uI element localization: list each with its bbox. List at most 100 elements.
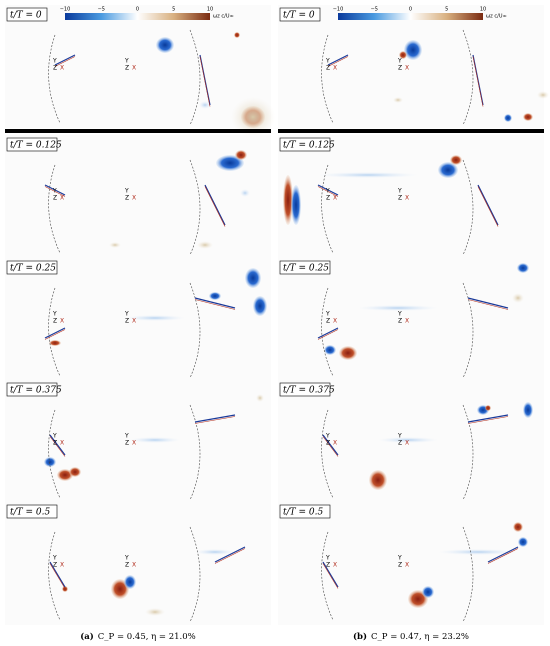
turbine-path: [321, 164, 334, 254]
axis-triad: X: [60, 195, 64, 202]
vortex: [399, 51, 407, 59]
foil-edge: [477, 186, 499, 227]
vortex: [62, 586, 68, 592]
panel-label: t/T = 0.125: [10, 141, 62, 151]
axis-triad: Y: [52, 433, 57, 440]
foil: [54, 54, 76, 66]
separator: [5, 129, 271, 133]
turbine-path: [189, 282, 201, 379]
turbine-path: [189, 29, 201, 126]
vortex: [513, 522, 523, 532]
axis-triad: Z: [398, 318, 402, 325]
colorbar-tick: 0: [136, 7, 139, 13]
colorbar-tick: −5: [98, 7, 105, 13]
axis-triad: Y: [325, 58, 330, 65]
vortex: [125, 315, 185, 321]
vortex: [512, 293, 524, 303]
foil-edge: [199, 56, 211, 107]
axis-triad: X: [60, 65, 64, 72]
axis-triad: Z: [326, 65, 330, 72]
axis-triad: X: [132, 318, 136, 325]
vortex: [283, 175, 293, 225]
vortex: [324, 345, 336, 355]
panel-label-box: [6, 504, 58, 519]
caption-text: C_P = 0.47, η = 23.2%: [371, 632, 469, 642]
vortex: [291, 185, 301, 225]
turbine-path: [462, 29, 474, 126]
axis-triad: X: [405, 562, 409, 569]
colorbar-tick: 5: [445, 7, 448, 13]
caption-label: (a): [80, 631, 94, 642]
foil: [214, 546, 246, 563]
panel-label: t/T = 0.375: [10, 386, 62, 396]
axis-triad: Z: [398, 195, 402, 202]
vortex: [69, 467, 81, 477]
foil: [322, 434, 339, 456]
vortex: [438, 162, 458, 178]
panel-label: t/T = 0.125: [283, 141, 335, 151]
turbine-path: [462, 159, 474, 256]
foil: [49, 434, 66, 456]
vortex: [199, 101, 211, 109]
vortex: [517, 263, 529, 273]
axis-triad: Z: [326, 562, 330, 569]
foil-edge: [194, 416, 236, 424]
axis-triad: Z: [326, 440, 330, 447]
foil-edge: [487, 548, 519, 564]
axis-triad: X: [60, 440, 64, 447]
colorbar-tick: −10: [60, 7, 71, 13]
axis-triad: X: [60, 318, 64, 325]
turbine-path: [321, 531, 334, 621]
foil: [317, 184, 339, 196]
axis-triad: Z: [53, 318, 57, 325]
foil-edge: [49, 563, 66, 589]
panel-label: t/T = 0.375: [283, 386, 335, 396]
vortex: [44, 457, 56, 467]
foil-edge: [49, 436, 66, 457]
axis-triad: X: [405, 440, 409, 447]
vortex: [450, 155, 462, 165]
foil: [487, 546, 519, 563]
panel-label: t/T = 0.25: [283, 264, 329, 274]
axis-triad: Z: [53, 195, 57, 202]
panel-bg: [5, 5, 271, 128]
foil-edge: [44, 329, 66, 340]
vortex: [518, 537, 528, 547]
vortex: [240, 189, 250, 197]
foil-edge: [44, 186, 66, 197]
colorbar-tick: 5: [172, 7, 175, 13]
axis-triad: Z: [53, 562, 57, 569]
axis-triad: X: [132, 562, 136, 569]
foil-edge: [467, 299, 509, 310]
panel: YZ XYZ Xt/T = 0.375: [5, 380, 271, 508]
vortex: [245, 268, 261, 288]
vortex: [231, 97, 275, 137]
caption: (b) C_P = 0.47, η = 23.2%: [353, 631, 469, 642]
turbine-path: [321, 287, 334, 377]
turbine-path: [462, 404, 474, 501]
separator: [278, 129, 544, 133]
axis-triad: X: [333, 195, 337, 202]
foil-edge: [467, 416, 509, 424]
foil-edge: [322, 563, 339, 589]
panel-label-box: [279, 260, 331, 275]
foil: [477, 184, 499, 226]
axis-triad: Z: [125, 440, 129, 447]
turbine-path: [48, 287, 61, 377]
foil-edge: [214, 548, 246, 564]
axis-triad: Y: [397, 433, 402, 440]
axis-triad: X: [405, 318, 409, 325]
panel-label-box: [6, 260, 58, 275]
vortex: [339, 346, 357, 360]
panel-label-box: [279, 382, 331, 397]
axis-triad: Z: [125, 195, 129, 202]
vortex: [124, 575, 136, 589]
panel-label: t/T = 0.5: [10, 508, 51, 518]
axis-triad: Y: [52, 188, 57, 195]
vortex: [234, 32, 240, 38]
panel-bg: [278, 502, 544, 625]
axis-triad: Y: [325, 311, 330, 318]
panel-bg: [278, 135, 544, 258]
panel-bg: [5, 135, 271, 258]
colorbar-tick: −5: [371, 7, 378, 13]
